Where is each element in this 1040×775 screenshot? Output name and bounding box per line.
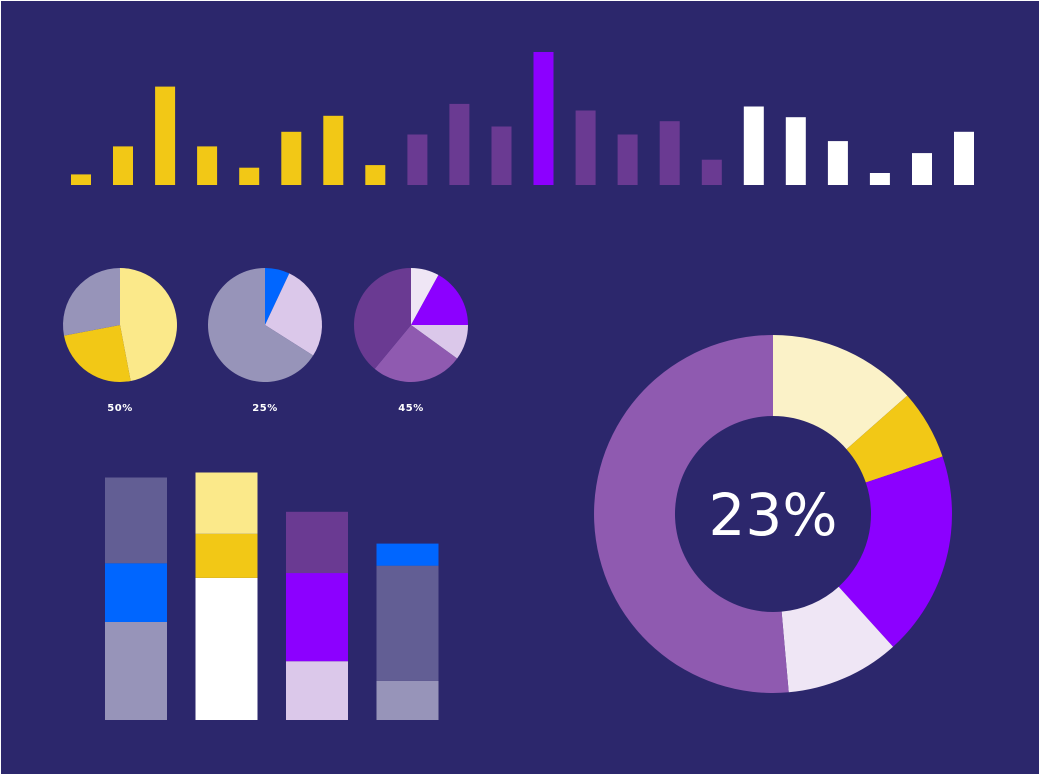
small-pie-1-slice-1 [120, 268, 177, 381]
top-bar-12 [533, 52, 554, 185]
top-bar-13 [575, 110, 596, 185]
small-pie-3-slice-2 [411, 275, 468, 325]
top-bar-14 [617, 134, 638, 185]
top-bar-22 [954, 131, 974, 185]
top-bar-19 [827, 141, 848, 185]
top-bar-21 [912, 153, 932, 185]
small-pie-3-slice-3 [411, 325, 468, 359]
small-pie-2-slice-2 [265, 273, 323, 356]
stacked-bar-1-segment-2 [105, 563, 167, 622]
small-pie-3: 45% [354, 268, 468, 414]
top-bar-15 [659, 121, 680, 185]
donut-chart-slice-1 [773, 335, 908, 450]
stacked-bar-2-segment-3 [195, 472, 258, 534]
small-pie-3-slice-1 [411, 268, 439, 325]
stacked-bar-chart [105, 472, 439, 720]
donut-chart: 23% [594, 335, 952, 693]
small-pie-3-slice-4 [374, 325, 458, 382]
top-bar-11 [491, 126, 512, 185]
stacked-bar-1-segment-3 [105, 477, 167, 564]
donut-chart-slice-4 [781, 586, 894, 693]
top-bar-6 [281, 131, 302, 185]
stacked-bar-3-segment-2 [286, 573, 348, 662]
small-pie-1-slice-3 [63, 268, 120, 336]
stacked-bar-4-segment-1 [376, 680, 439, 720]
top-bar-8 [365, 165, 386, 185]
donut-center-label: 23% [709, 481, 838, 549]
stacked-bar-4-segment-2 [376, 565, 439, 681]
stacked-bar-3-segment-3 [286, 511, 348, 574]
top-bar-9 [407, 134, 428, 185]
top-bar-18 [785, 117, 806, 185]
donut-chart-slice-2 [846, 395, 943, 483]
top-bar-5 [239, 167, 260, 185]
small-pie-3-label: 45% [398, 403, 423, 414]
top-bar-10 [449, 103, 470, 185]
small-pie-1-label: 50% [107, 403, 132, 414]
stacked-bar-4-segment-3 [376, 543, 439, 566]
stacked-bar-2-segment-1 [195, 577, 258, 720]
small-pie-2-slice-3 [208, 268, 314, 382]
top-bar-16 [701, 159, 722, 185]
top-bar-7 [323, 115, 344, 185]
top-bar-17 [743, 106, 764, 185]
stacked-bar-3-segment-1 [286, 661, 348, 720]
top-bar-4 [197, 146, 218, 185]
stacked-bar-1-segment-1 [105, 622, 167, 720]
donut-chart-slice-5 [594, 335, 789, 693]
donut-chart-slice-3 [838, 456, 952, 647]
top-bar-3 [155, 86, 176, 185]
small-pie-2-label: 25% [252, 403, 277, 414]
small-pie-1-slice-2 [64, 325, 131, 382]
small-pie-2-slice-1 [265, 268, 290, 325]
top-bar-20 [869, 173, 890, 185]
small-pie-2: 25% [208, 268, 323, 414]
small-pie-3-slice-5 [354, 268, 411, 369]
stacked-bar-2-segment-2 [195, 533, 258, 578]
small-pie-1: 50% [63, 268, 177, 414]
top-bar-chart [71, 52, 974, 185]
top-bar-1 [71, 174, 91, 185]
top-bar-2 [113, 146, 133, 185]
